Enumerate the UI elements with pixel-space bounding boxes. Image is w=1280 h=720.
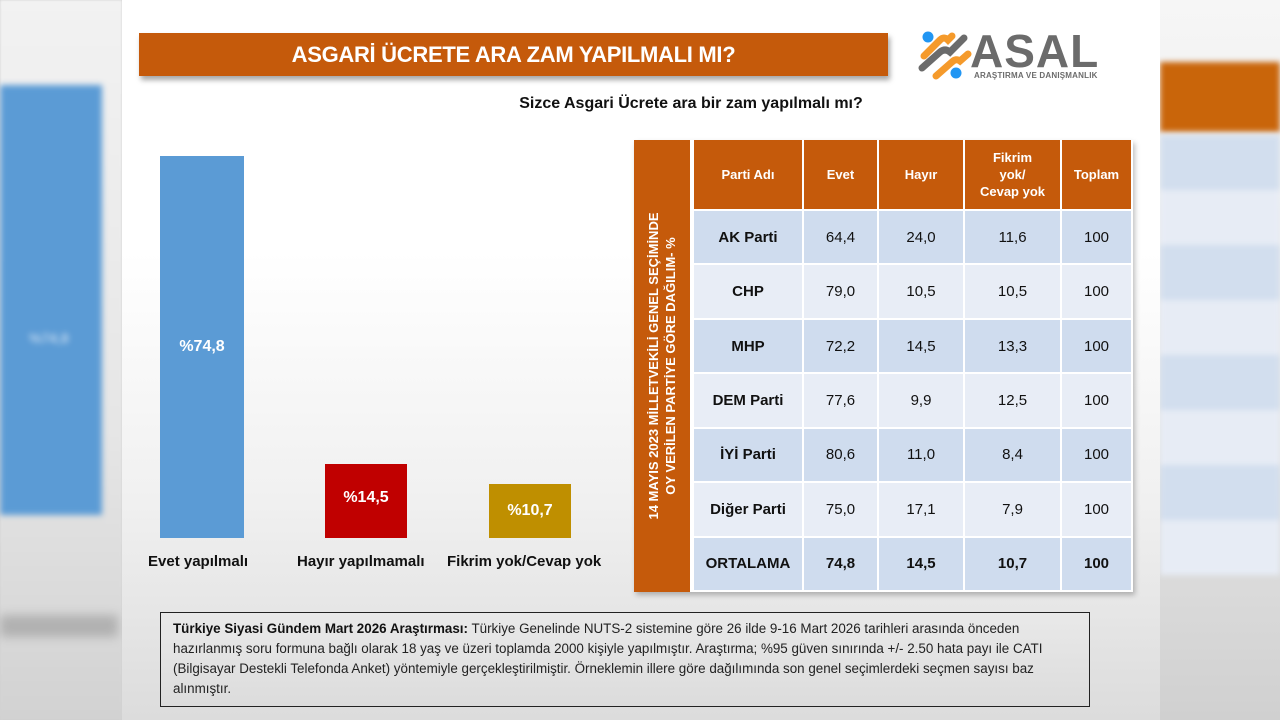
cell-no-opinion: 11,6 [963, 208, 1062, 266]
cell-total: 100 [1060, 317, 1133, 375]
cell-total: 100 [1060, 481, 1133, 538]
logo-tagline: ARAŞTIRMA VE DANIŞMANLIK [974, 71, 1098, 80]
header-no: Hayır [877, 140, 965, 211]
bar-yes-value: %74,8 [179, 338, 225, 355]
header-no-opinion-line-1: Fikrim [992, 150, 1032, 165]
cell-no: 24,0 [877, 208, 965, 266]
side-label-line-1: 14 MAYIS 2023 MİLLETVEKİLİ GENEL SEÇİMİN… [646, 212, 661, 520]
cell-no: 11,0 [877, 426, 965, 484]
cell-no-opinion: 8,4 [963, 426, 1062, 484]
cell-yes: 80,6 [802, 426, 879, 484]
cell-party: MHP [692, 317, 804, 375]
table-row: AK Parti 64,4 24,0 11,6 100 [692, 208, 1133, 266]
cell-no-opinion: 10,7 [963, 535, 1062, 593]
header-no-opinion-line-2: yok/ [999, 167, 1026, 182]
cell-no: 17,1 [877, 481, 965, 538]
cell-yes: 79,0 [802, 263, 879, 320]
table-side-label-text: 14 MAYIS 2023 MİLLETVEKİLİ GENEL SEÇİMİN… [645, 146, 679, 586]
cell-no-opinion: 7,9 [963, 481, 1062, 538]
page-title: ASGARİ ÜCRETE ARA ZAM YAPILMALI MI? [139, 33, 888, 76]
blurred-background-right [1160, 0, 1280, 720]
category-label-yes: Evet yapılmalı [148, 553, 249, 570]
table-row: İYİ Parti 80,6 11,0 8,4 100 [692, 426, 1133, 484]
cell-party: İYİ Parti [692, 426, 804, 484]
blurred-background-left: %74,8 [0, 0, 122, 720]
bar-no-value: %14,5 [343, 489, 389, 506]
bar-yes: %74,8 [160, 156, 244, 538]
category-label-no: Hayır yapılmamalı [297, 553, 425, 570]
table-row: MHP 72,2 14,5 13,3 100 [692, 317, 1133, 375]
cell-party: ORTALAMA [692, 535, 804, 593]
cell-yes: 75,0 [802, 481, 879, 538]
header-party: Parti Adı [692, 140, 804, 211]
cell-total: 100 [1060, 263, 1133, 320]
footnote-body: Türkiye Genelinde NUTS-2 sistemine göre … [173, 621, 1043, 696]
cell-party: CHP [692, 263, 804, 320]
cell-no: 14,5 [877, 535, 965, 593]
cell-yes: 77,6 [802, 372, 879, 429]
cell-no-opinion: 10,5 [963, 263, 1062, 320]
header-total: Toplam [1060, 140, 1133, 211]
table-side-label: 14 MAYIS 2023 MİLLETVEKİLİ GENEL SEÇİMİN… [634, 140, 690, 592]
logo-wordmark: ASAL [970, 25, 1100, 77]
cell-yes: 74,8 [802, 535, 879, 593]
bar-none-value: %10,7 [507, 502, 553, 519]
cell-no: 9,9 [877, 372, 965, 429]
blurred-bar [0, 85, 102, 515]
results-table: Parti Adı Evet Hayır Fikrim yok/ Cevap y… [692, 140, 1133, 593]
table-row: DEM Parti 77,6 9,9 12,5 100 [692, 372, 1133, 429]
cell-yes: 72,2 [802, 317, 879, 375]
cell-total: 100 [1060, 372, 1133, 429]
cell-no: 14,5 [877, 317, 965, 375]
bar-no: %14,5 [325, 464, 407, 538]
cell-total: 100 [1060, 426, 1133, 484]
blurred-table-header [1160, 62, 1280, 132]
bar-chart: %74,8 %14,5 %10,7 Evet yapılmalı Hayır y… [122, 140, 622, 580]
cell-party: DEM Parti [692, 372, 804, 429]
category-label-none: Fikrim yok/Cevap yok [447, 553, 602, 570]
cell-party: Diğer Parti [692, 481, 804, 538]
header-no-opinion-line-3: Cevap yok [979, 184, 1046, 199]
cell-party: AK Parti [692, 208, 804, 266]
blurred-table-rows [1160, 135, 1280, 575]
table-header-row: Parti Adı Evet Hayır Fikrim yok/ Cevap y… [692, 140, 1133, 211]
header-no-opinion: Fikrim yok/ Cevap yok [963, 140, 1062, 211]
table-row-average: ORTALAMA 74,8 14,5 10,7 100 [692, 535, 1133, 593]
bar-none: %10,7 [489, 484, 571, 538]
table-row: CHP 79,0 10,5 10,5 100 [692, 263, 1133, 320]
party-breakdown-table: 14 MAYIS 2023 MİLLETVEKİLİ GENEL SEÇİMİN… [634, 140, 1133, 593]
blurred-caption [0, 615, 118, 637]
cell-total: 100 [1060, 208, 1133, 266]
header-yes: Evet [802, 140, 879, 211]
footnote-lead: Türkiye Siyasi Gündem Mart 2026 Araştırm… [173, 621, 468, 636]
table-row: Diğer Parti 75,0 17,1 7,9 100 [692, 481, 1133, 538]
cell-no-opinion: 13,3 [963, 317, 1062, 375]
methodology-footnote: Türkiye Siyasi Gündem Mart 2026 Araştırm… [160, 612, 1090, 707]
asal-logo: ASAL ARAŞTIRMA VE DANIŞMANLIK [918, 25, 1108, 84]
side-label-line-2: OY VERİLEN PARTİYE GÖRE DAĞILIM- % [663, 237, 678, 495]
cell-total: 100 [1060, 535, 1133, 593]
cell-no: 10,5 [877, 263, 965, 320]
cell-yes: 64,4 [802, 208, 879, 266]
slide: ASGARİ ÜCRETE ARA ZAM YAPILMALI MI? ASAL… [122, 0, 1160, 720]
cell-no-opinion: 12,5 [963, 372, 1062, 429]
blurred-bar-label: %74,8 [29, 330, 69, 346]
survey-question: Sizce Asgari Ücrete ara bir zam yapılmal… [519, 95, 863, 112]
asal-logo-mark-icon [918, 31, 972, 80]
